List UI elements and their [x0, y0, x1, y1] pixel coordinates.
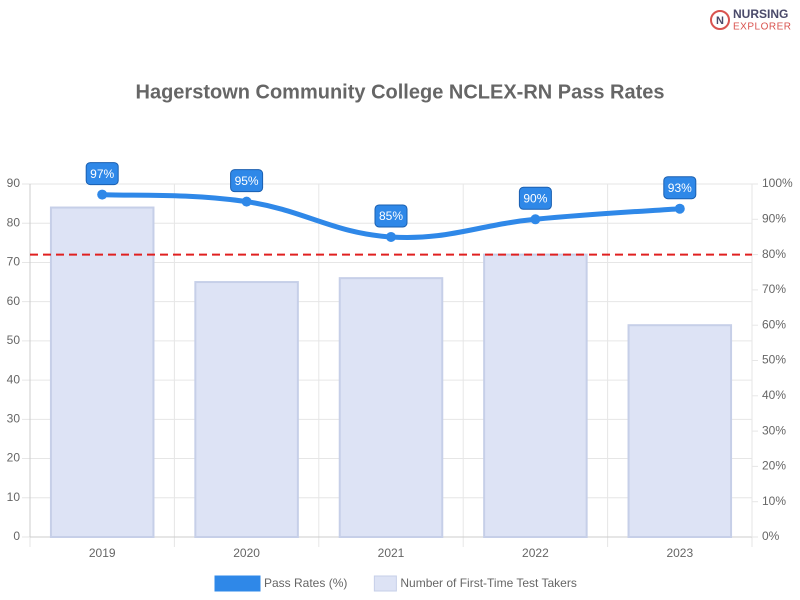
y-tick-label: 80	[7, 215, 21, 229]
chart-title: Hagerstown Community College NCLEX-RN Pa…	[136, 81, 665, 103]
y-tick-label: 50	[7, 333, 21, 347]
data-label-box	[518, 186, 552, 210]
line-point	[674, 203, 685, 214]
bar	[338, 277, 444, 538]
bar	[194, 281, 299, 538]
logo-icon	[710, 10, 730, 30]
y2-tick-label: 10%	[762, 494, 786, 508]
data-label-box	[663, 176, 697, 200]
x-tick-label: 2021	[378, 546, 405, 560]
bar	[627, 324, 733, 539]
y2-tick-label: 90%	[762, 211, 786, 225]
y2-tick-label: 0%	[762, 529, 780, 543]
bar	[49, 206, 155, 539]
logo-icon-letter: N	[716, 15, 724, 27]
y2-tick-label: 70%	[762, 282, 786, 296]
data-label-box	[374, 204, 408, 228]
y2-tick-label: 60%	[762, 317, 786, 331]
logo-text: NURSING	[733, 7, 788, 21]
data-label: 95%	[235, 174, 259, 188]
y-tick-label: 70	[7, 255, 21, 269]
y2-tick-label: 100%	[762, 176, 793, 190]
x-tick-label: 2020	[233, 546, 260, 560]
y-tick-label: 90	[7, 176, 21, 190]
data-label-box	[85, 162, 119, 186]
y2-tick-label: 50%	[762, 353, 786, 367]
legend-label: Pass Rates (%)	[264, 576, 347, 590]
legend-label: Number of First-Time Test Takers	[400, 576, 576, 590]
y2-tick-label: 20%	[762, 459, 786, 473]
logo: N NURSING EXPLORER	[710, 7, 791, 33]
data-label: 97%	[90, 167, 114, 181]
y-tick-label: 20	[7, 451, 21, 465]
logo-text: EXPLORER	[733, 22, 791, 33]
x-tick-label: 2022	[522, 546, 549, 560]
y-tick-label: 30	[7, 412, 21, 426]
y-tick-label: 60	[7, 294, 21, 308]
data-label-box	[230, 169, 264, 193]
y-tick-label: 0	[13, 529, 20, 543]
line-point	[241, 196, 252, 207]
y2-tick-label: 30%	[762, 423, 786, 437]
data-label: 85%	[379, 209, 403, 223]
data-label: 93%	[668, 181, 692, 195]
y2-tick-label: 80%	[762, 247, 786, 261]
y-tick-label: 40	[7, 372, 21, 386]
x-tick-label: 2019	[89, 546, 116, 560]
line-point	[530, 214, 541, 225]
legend-swatch	[214, 575, 261, 592]
bar	[483, 253, 588, 538]
y2-tick-label: 40%	[762, 388, 786, 402]
legend-swatch	[373, 575, 397, 592]
line-point	[386, 231, 396, 242]
x-tick-label: 2023	[666, 546, 693, 560]
line-point	[97, 189, 108, 200]
data-label: 90%	[523, 191, 547, 205]
y-tick-label: 10	[7, 490, 21, 504]
